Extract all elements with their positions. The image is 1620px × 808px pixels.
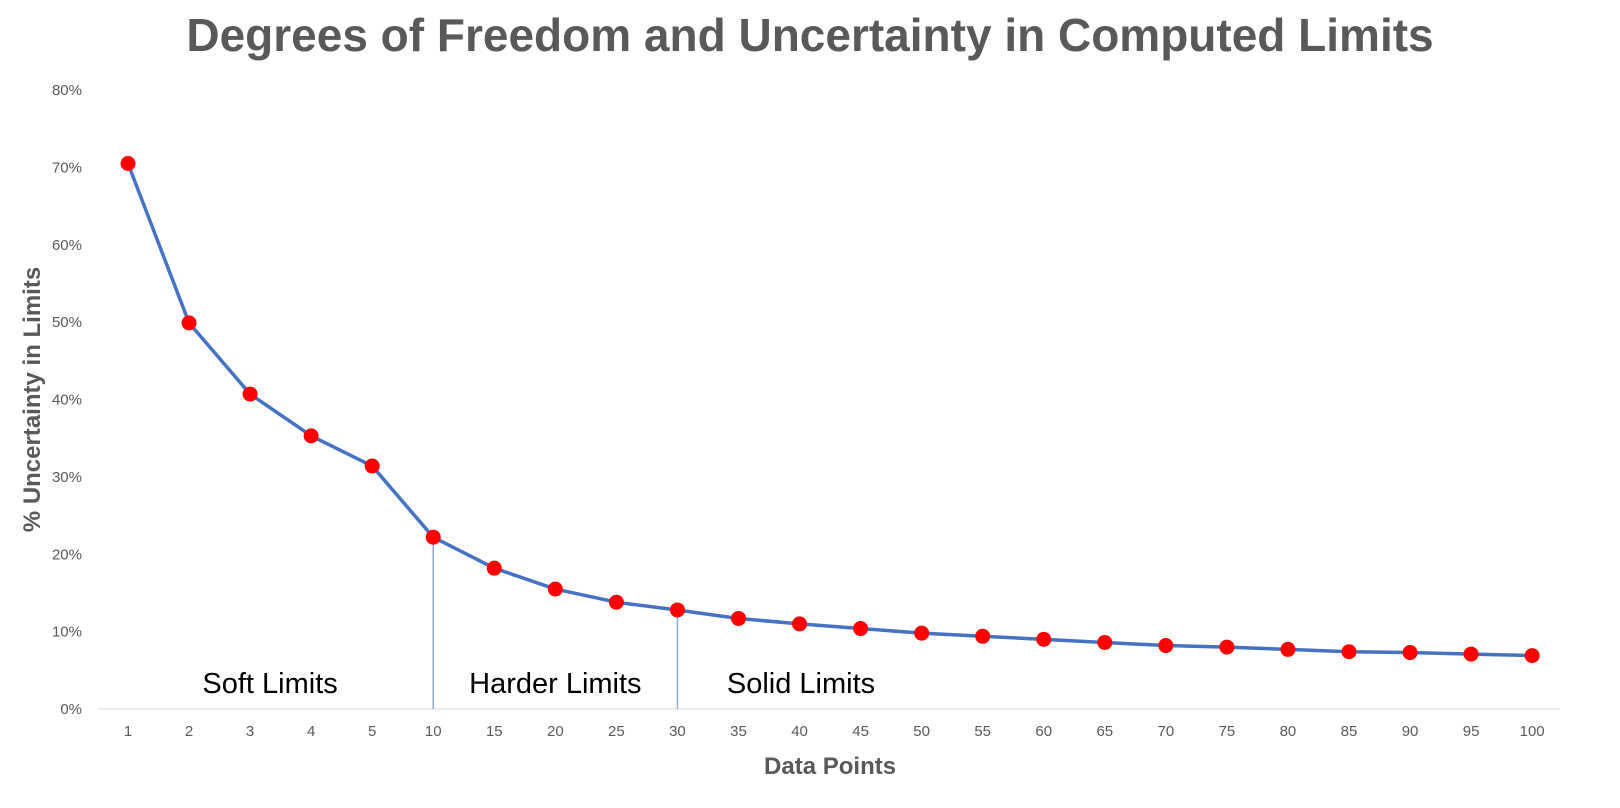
x-tick-label: 1 bbox=[124, 723, 132, 740]
x-tick-label: 15 bbox=[486, 723, 503, 740]
y-tick-label: 0% bbox=[60, 701, 82, 718]
x-tick-label: 80 bbox=[1280, 723, 1297, 740]
x-tick-label: 60 bbox=[1035, 723, 1052, 740]
data-point-marker bbox=[1219, 639, 1235, 655]
y-tick-label: 60% bbox=[52, 237, 82, 254]
data-point-marker bbox=[1036, 631, 1052, 647]
y-tick-label: 30% bbox=[52, 469, 82, 486]
chart-title: Degrees of Freedom and Uncertainty in Co… bbox=[186, 9, 1434, 61]
x-tick-label: 75 bbox=[1219, 723, 1236, 740]
region-label: Solid Limits bbox=[727, 668, 875, 700]
x-tick-label: 45 bbox=[852, 723, 869, 740]
data-point-marker bbox=[364, 458, 380, 474]
x-tick-label: 10 bbox=[425, 723, 442, 740]
region-labels: Soft Limits Harder Limits Solid Limits bbox=[202, 668, 875, 700]
x-tick-label: 50 bbox=[913, 723, 930, 740]
x-tick-label: 55 bbox=[974, 723, 991, 740]
data-point-marker bbox=[731, 610, 746, 626]
x-tick-label: 95 bbox=[1463, 723, 1480, 740]
data-point-marker bbox=[425, 529, 441, 545]
data-point-marker bbox=[1341, 644, 1357, 660]
x-axis-ticks: 1 2 3 4 5 10 15 20 25 30 35 40 45 50 55 60 65 70 75 80 85 90 9… bbox=[124, 723, 1545, 740]
x-tick-label: 30 bbox=[669, 723, 686, 740]
x-tick-label: 2 bbox=[185, 723, 193, 740]
region-dividers bbox=[432, 537, 679, 709]
data-point-marker bbox=[486, 560, 502, 576]
x-tick-label: 5 bbox=[368, 723, 376, 740]
data-markers bbox=[120, 156, 1540, 664]
data-point-marker bbox=[181, 315, 197, 331]
y-axis-label: % Uncertainty in Limits bbox=[19, 267, 46, 532]
x-tick-label: 100 bbox=[1520, 723, 1545, 740]
y-tick-label: 80% bbox=[52, 82, 82, 99]
y-tick-label: 20% bbox=[52, 546, 82, 563]
series-line bbox=[126, 162, 1533, 658]
x-tick-label: 35 bbox=[730, 723, 747, 740]
data-point-marker bbox=[1280, 641, 1296, 657]
y-tick-label: 40% bbox=[52, 392, 82, 409]
region-label: Harder Limits bbox=[469, 668, 641, 700]
data-point-marker bbox=[669, 602, 685, 618]
x-tick-label: 70 bbox=[1158, 723, 1175, 740]
data-point-marker bbox=[853, 621, 869, 637]
x-tick-label: 90 bbox=[1402, 723, 1419, 740]
x-tick-label: 25 bbox=[608, 723, 625, 740]
x-tick-label: 20 bbox=[547, 723, 564, 740]
data-point-marker bbox=[1097, 634, 1113, 650]
data-point-marker bbox=[792, 616, 808, 632]
x-tick-label: 4 bbox=[307, 723, 315, 740]
x-tick-label: 40 bbox=[791, 723, 808, 740]
data-point-marker bbox=[242, 386, 258, 402]
y-axis-ticks: 0% 10% 20% 30% 40% 50% 60% 70% 80% bbox=[52, 82, 82, 718]
data-point-marker bbox=[1463, 646, 1479, 662]
y-tick-label: 10% bbox=[52, 624, 82, 641]
data-point-marker bbox=[975, 628, 991, 644]
x-tick-label: 85 bbox=[1341, 723, 1358, 740]
region-label: Soft Limits bbox=[202, 668, 337, 700]
x-tick-label: 3 bbox=[246, 723, 254, 740]
data-point-marker bbox=[547, 581, 563, 597]
x-axis-label: Data Points bbox=[764, 753, 896, 780]
y-tick-label: 70% bbox=[52, 159, 82, 176]
y-tick-label: 50% bbox=[52, 314, 82, 331]
data-point-marker bbox=[1402, 645, 1418, 661]
data-point-marker bbox=[1158, 638, 1174, 654]
data-point-marker bbox=[1524, 648, 1540, 664]
x-tick-label: 65 bbox=[1096, 723, 1113, 740]
data-point-marker bbox=[608, 594, 624, 610]
data-point-marker bbox=[120, 156, 136, 172]
data-point-marker bbox=[914, 625, 930, 641]
data-point-marker bbox=[303, 428, 319, 444]
